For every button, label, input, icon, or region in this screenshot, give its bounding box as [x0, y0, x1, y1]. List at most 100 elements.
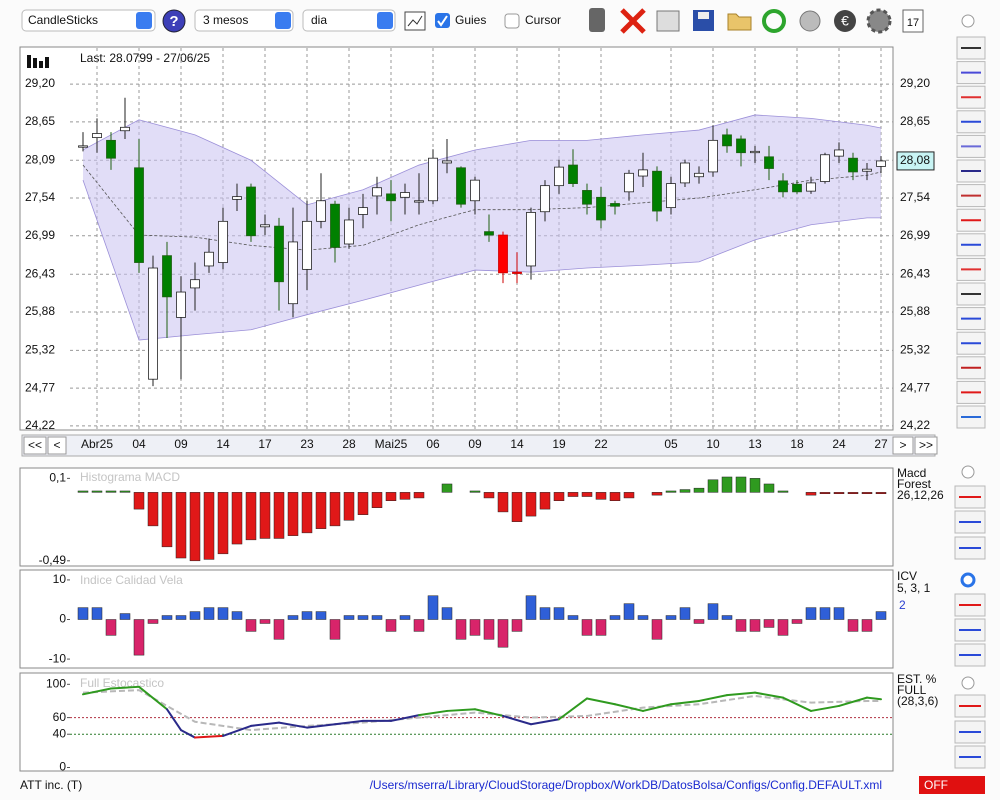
candle-body: [246, 186, 256, 237]
candle-body: [750, 150, 760, 154]
settings-button[interactable]: [866, 8, 892, 34]
stoch-params: (28,3,6): [897, 694, 938, 708]
help-button[interactable]: [162, 9, 186, 33]
stoch-k: [530, 718, 560, 726]
histogram-bar: [861, 619, 873, 632]
histogram-bar: [581, 619, 593, 636]
histogram-bar: [651, 619, 663, 640]
nav-button[interactable]: [23, 436, 47, 455]
histogram-bar: [483, 619, 495, 640]
histogram-bar: [301, 492, 313, 534]
delete-button[interactable]: [620, 8, 646, 34]
stoch-k: [810, 704, 840, 712]
candle-body: [736, 138, 746, 154]
nav-button[interactable]: [892, 436, 914, 455]
period-select[interactable]: [194, 9, 294, 32]
histogram-bar: [147, 619, 159, 624]
radio[interactable]: [961, 465, 975, 479]
candle-body: [288, 241, 298, 305]
candle-body: [722, 134, 732, 147]
candle-body: [806, 182, 816, 192]
histogram-bar: [581, 492, 593, 497]
macd-name: Macd: [897, 466, 926, 480]
x-tick-label: 18: [790, 437, 804, 451]
histogram-bar: [721, 615, 733, 620]
histogram-bar: [623, 603, 635, 620]
sidebar: [954, 36, 986, 769]
y-tick-label: 29,20: [25, 76, 55, 90]
stoch-k: [726, 691, 756, 697]
candle-body: [316, 200, 326, 222]
y-tick-label: 25,88: [25, 304, 55, 318]
interval-select[interactable]: [302, 9, 396, 32]
nav-button[interactable]: [47, 436, 67, 455]
histogram-bar: [637, 615, 649, 620]
histogram-bar: [175, 492, 187, 559]
help-icon: ?: [169, 13, 178, 30]
y-tick-label-right: 26,99: [900, 228, 930, 242]
histogram-bar: [399, 615, 411, 620]
histogram-bar: [567, 492, 579, 497]
chart-icon[interactable]: [404, 11, 426, 31]
histogram-bar: [609, 615, 621, 620]
config-path: /Users/mserra/Library/CloudStorage/Dropb…: [370, 778, 882, 792]
histogram-bar: [539, 607, 551, 620]
histogram-bar: [651, 492, 663, 496]
candle-body: [78, 145, 88, 148]
nav-label: <: [53, 438, 60, 452]
radio[interactable]: [961, 14, 975, 28]
toolbar: CandleSticks ? 3 mesos dia Guies Cursor …: [21, 8, 975, 34]
y-tick-label-right: 28,65: [900, 114, 930, 128]
calendar-button[interactable]: [902, 9, 924, 33]
histogram-bar: [399, 492, 411, 500]
histogram-bar: [847, 619, 859, 632]
currency-button[interactable]: [799, 10, 821, 32]
y-tick-label: 28,65: [25, 114, 55, 128]
stoch-k: [278, 721, 308, 729]
macd-params: 26,12,26: [897, 488, 944, 502]
histogram-bar: [301, 611, 313, 620]
y-tick-label: 40: [53, 726, 67, 740]
histogram-bar: [343, 492, 355, 521]
candle-body: [708, 139, 718, 173]
histogram-bar: [119, 613, 131, 620]
candle-body: [106, 139, 116, 159]
icon-bar: [33, 58, 37, 68]
histogram-bar: [259, 619, 271, 624]
guides-checkbox[interactable]: [435, 13, 450, 28]
histogram-bar: [287, 615, 299, 620]
histogram-bar: [315, 611, 327, 620]
euro-button[interactable]: [834, 10, 856, 32]
x-tick-label: 10: [706, 437, 720, 451]
open-button[interactable]: [727, 13, 752, 31]
stoch-k: [614, 703, 644, 712]
histogram-bar: [427, 595, 439, 620]
stoch-k: [866, 696, 882, 701]
nav-label: >>: [919, 438, 933, 452]
histogram-bar: [735, 619, 747, 632]
stoch-k: [474, 708, 504, 717]
stoch-k: [138, 685, 168, 711]
candle-body: [218, 220, 228, 263]
refresh-button[interactable]: [762, 9, 786, 33]
status: OFF: [924, 778, 948, 792]
last-price: Last: 28.0799 - 27/06/25: [80, 51, 210, 65]
cursor-checkbox[interactable]: [504, 13, 520, 29]
status-box[interactable]: [919, 776, 985, 794]
histogram-bar: [777, 619, 789, 636]
histogram-bar: [315, 492, 327, 529]
radio[interactable]: [961, 676, 975, 690]
trash-button[interactable]: [589, 8, 605, 32]
candle-body: [680, 162, 690, 184]
candle-body: [610, 203, 620, 207]
y-tick-label: 0: [59, 760, 66, 774]
radio[interactable]: [960, 572, 976, 588]
histogram-bar: [245, 492, 257, 541]
print-button[interactable]: [656, 10, 680, 32]
candle-body: [876, 160, 886, 167]
nav-button[interactable]: [914, 436, 938, 455]
macd-name2: Forest: [897, 477, 932, 491]
chart-type-select[interactable]: [21, 9, 156, 32]
histogram-bar: [469, 490, 481, 493]
y-tick-label: 28,09: [25, 152, 55, 166]
